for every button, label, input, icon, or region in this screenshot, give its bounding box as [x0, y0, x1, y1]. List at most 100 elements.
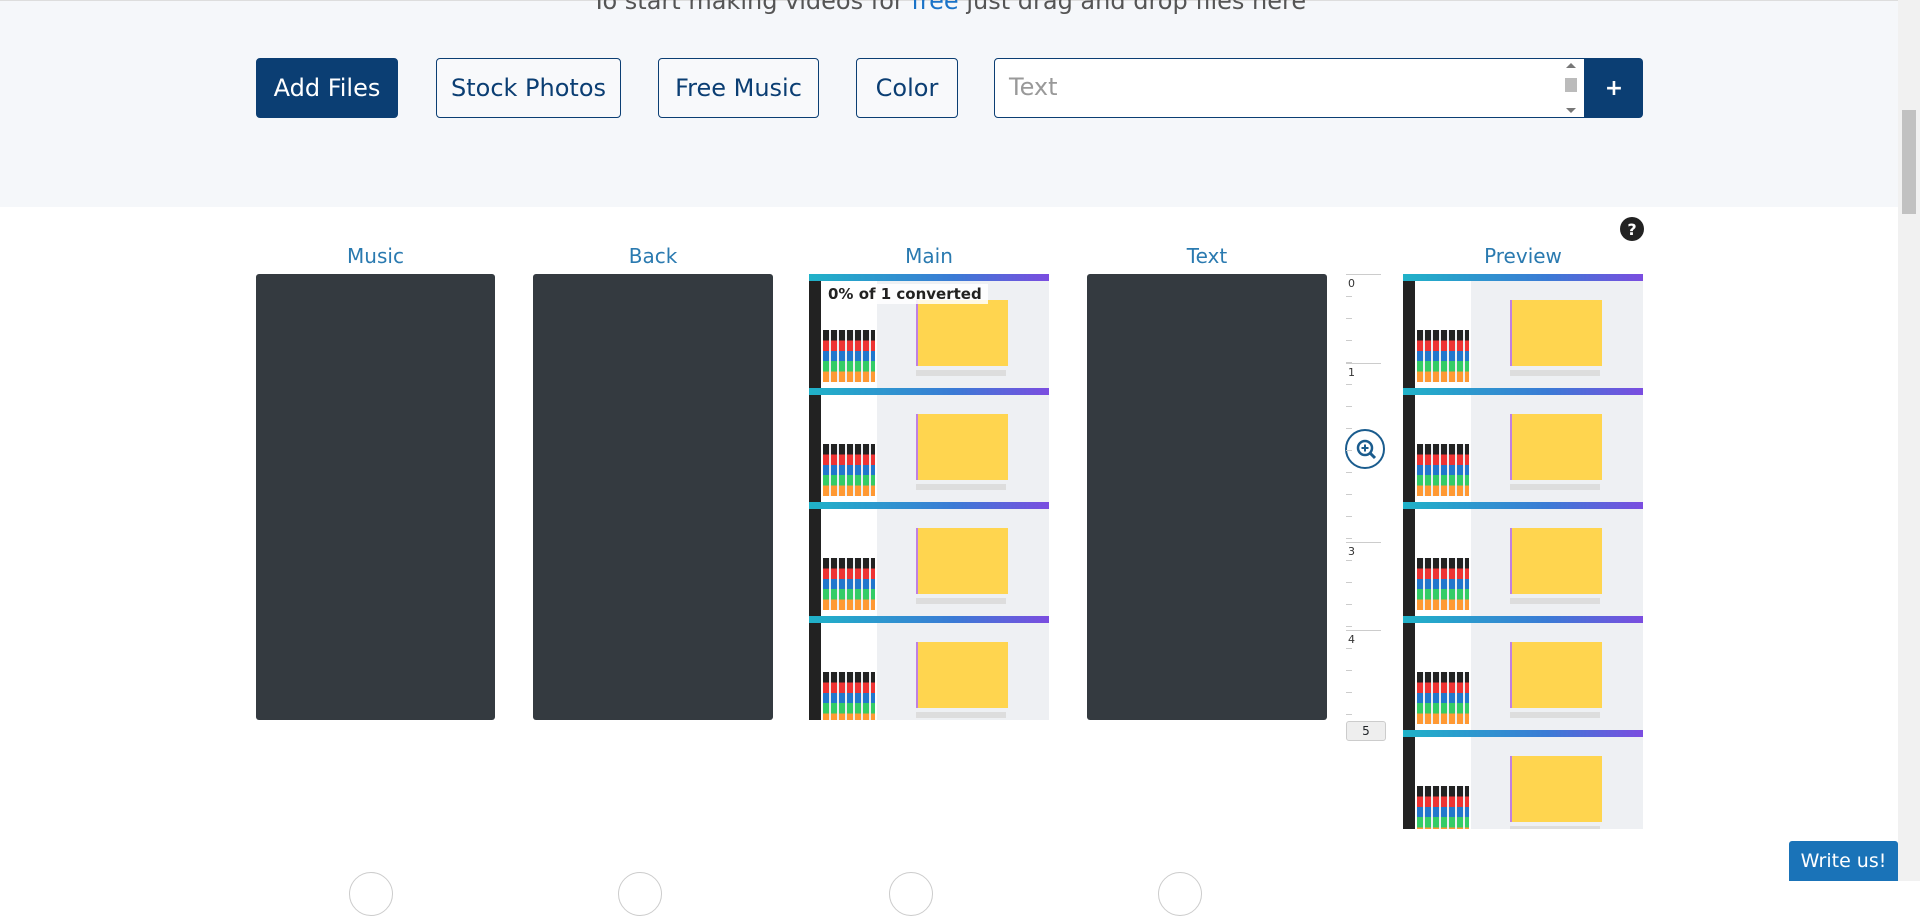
add-text-button[interactable]: +: [1585, 58, 1643, 118]
timeline-minor-tick: [1346, 296, 1352, 297]
thumb-caption: [1510, 712, 1600, 718]
intro-link[interactable]: free: [911, 0, 959, 15]
thumb-canvas: [916, 414, 1008, 480]
thumb-topbar: [809, 388, 1049, 395]
thumb-topbar: [809, 274, 1049, 281]
timeline-major-tick: [1346, 363, 1381, 364]
timeline-minor-tick: [1346, 406, 1352, 407]
text-track[interactable]: [1087, 274, 1327, 720]
column-label: Back: [628, 244, 678, 268]
timeline-minor-tick: [1346, 472, 1352, 473]
timeline-minor-tick: [1346, 692, 1352, 693]
timeline-minor-tick: [1346, 560, 1352, 561]
timeline-major-tick: [1346, 542, 1381, 543]
thumbnail: [809, 616, 1049, 720]
main-track[interactable]: [809, 274, 1049, 720]
feature-icon: [618, 872, 662, 916]
intro-text-part: just drag and drop files here: [958, 0, 1307, 15]
thumb-sidebar: [1403, 509, 1415, 616]
thumb-topbar: [809, 616, 1049, 623]
thumb-canvas: [1510, 414, 1602, 480]
music-track[interactable]: [256, 274, 495, 720]
thumb-topbar: [1403, 502, 1643, 509]
text-input[interactable]: Text: [994, 58, 1585, 118]
thumb-palette: [1417, 558, 1469, 610]
thumbnail: [1403, 274, 1643, 388]
help-icon[interactable]: ?: [1620, 217, 1644, 241]
timeline-minor-tick: [1346, 384, 1352, 385]
stock-photos-button[interactable]: Stock Photos: [436, 58, 621, 118]
thumb-topbar: [1403, 388, 1643, 395]
thumb-palette: [823, 330, 875, 382]
timeline-minor-tick: [1346, 648, 1352, 649]
scrollbar: [1898, 0, 1920, 881]
intro-text-part: To start making videos for: [591, 0, 912, 15]
timeline-minor-tick: [1346, 516, 1352, 517]
thumb-sidebar: [1403, 395, 1415, 502]
free-music-button[interactable]: Free Music: [658, 58, 819, 118]
intro-text: To start making videos for free just dra…: [0, 0, 1898, 15]
column-label: Music: [347, 244, 404, 268]
thumb-canvas: [916, 642, 1008, 708]
timeline-minor-tick: [1346, 450, 1352, 451]
thumb-caption: [1510, 826, 1600, 829]
timeline-minor-tick: [1346, 428, 1352, 429]
timeline-label: 0: [1348, 277, 1355, 290]
write-us-button[interactable]: Write us!: [1789, 841, 1898, 881]
color-button[interactable]: Color: [856, 58, 958, 118]
timeline-major-tick: [1346, 630, 1381, 631]
thumb-palette: [823, 444, 875, 496]
timeline-minor-tick: [1346, 274, 1352, 275]
thumb-palette: [1417, 444, 1469, 496]
thumb-caption: [1510, 598, 1600, 604]
column-label: Main: [905, 244, 953, 268]
feature-icon: [889, 872, 933, 916]
feature-icon: [1158, 872, 1202, 916]
thumb-sidebar: [1403, 623, 1415, 730]
thumb-canvas: [916, 300, 1008, 366]
preview-track[interactable]: [1403, 274, 1643, 829]
thumb-canvas: [1510, 300, 1602, 366]
thumb-palette: [1417, 330, 1469, 382]
thumbnail: [1403, 388, 1643, 502]
scrollbar-thumb[interactable]: [1902, 110, 1916, 214]
timeline-minor-tick: [1346, 340, 1352, 341]
thumb-topbar: [1403, 730, 1643, 737]
timeline-minor-tick: [1346, 714, 1352, 715]
thumb-canvas: [1510, 642, 1602, 708]
thumb-canvas: [1510, 756, 1602, 822]
feature-icon: [349, 872, 393, 916]
conversion-status: 0% of 1 converted: [822, 284, 988, 304]
zoom-button[interactable]: [1345, 429, 1385, 469]
thumbnail: [1403, 730, 1643, 829]
thumb-caption: [916, 598, 1006, 604]
timeline-minor-tick: [1346, 626, 1352, 627]
thumbnail: [809, 502, 1049, 616]
add-files-button[interactable]: Add Files: [256, 58, 398, 118]
thumb-topbar: [809, 502, 1049, 509]
thumb-caption: [1510, 484, 1600, 490]
timeline-minor-tick: [1346, 494, 1352, 495]
thumb-sidebar: [1403, 737, 1415, 829]
back-track[interactable]: [533, 274, 773, 720]
thumb-palette: [823, 672, 875, 720]
input-scrollbar: [1565, 63, 1577, 113]
timeline-minor-tick: [1346, 582, 1352, 583]
timeline-major-tick: [1346, 274, 1381, 275]
thumbnail: [809, 388, 1049, 502]
thumb-canvas: [1510, 528, 1602, 594]
thumb-sidebar: [809, 509, 821, 616]
thumb-canvas: [916, 528, 1008, 594]
thumb-topbar: [1403, 274, 1643, 281]
timeline-minor-tick: [1346, 362, 1352, 363]
timeline-label: 1: [1348, 366, 1355, 379]
timeline-minor-tick: [1346, 604, 1352, 605]
thumb-sidebar: [809, 623, 821, 720]
thumb-caption: [916, 712, 1006, 718]
timeline-label: 3: [1348, 545, 1355, 558]
thumbnail: [1403, 502, 1643, 616]
timeline-label: 4: [1348, 633, 1355, 646]
thumb-sidebar: [809, 281, 821, 388]
column-label: Preview: [1484, 244, 1562, 268]
timeline-minor-tick: [1346, 538, 1352, 539]
